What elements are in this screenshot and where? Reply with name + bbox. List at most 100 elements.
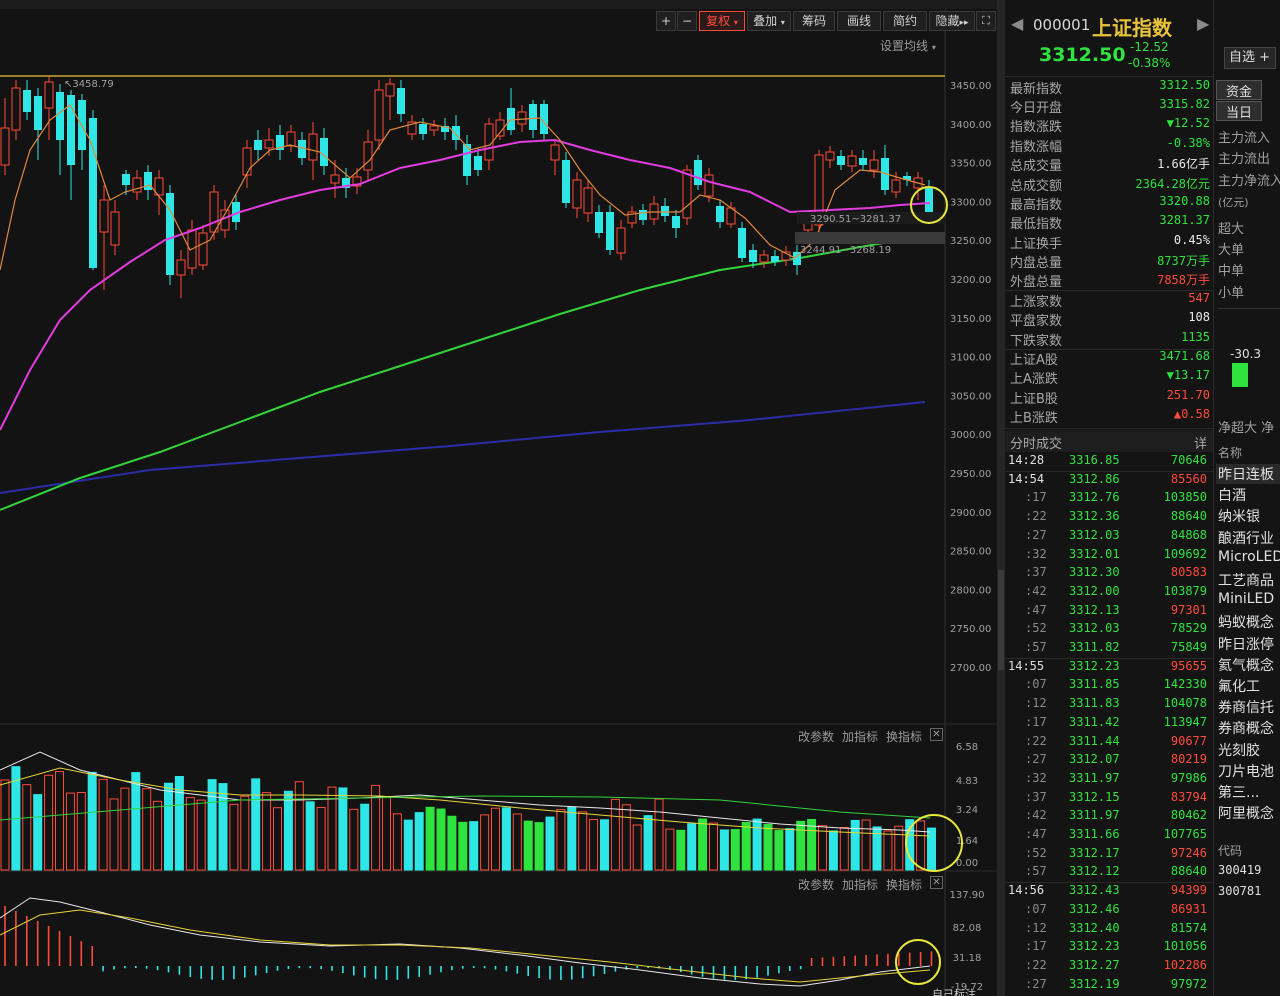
price-tick-label: 3200.00 [950, 275, 991, 286]
ind2-bar [516, 966, 519, 974]
stat-value: 251.70 [1166, 388, 1210, 402]
sector-item[interactable]: 券商信托 [1218, 700, 1274, 717]
watchlist-button[interactable]: 自选 + [1224, 47, 1276, 69]
zoom-out-button[interactable]: − [677, 11, 697, 31]
divider [1005, 290, 1213, 291]
stock-code-1[interactable]: 300419 [1218, 863, 1262, 877]
candle-body [627, 211, 637, 224]
tab-capital[interactable]: 资金 [1216, 80, 1262, 100]
ind1-close-icon[interactable]: ✕ [930, 728, 943, 741]
candle-body [352, 176, 362, 187]
prev-arrow-icon[interactable]: ◀ [1011, 14, 1024, 33]
ind1-bar [556, 809, 566, 871]
tick-row: :12 3311.83 104078 [1005, 696, 1213, 715]
stat-row: 外盘总量 7858万手 [1010, 271, 1210, 290]
tab-today[interactable]: 当日 [1216, 101, 1262, 121]
fullscreen-icon[interactable]: ⛶ [976, 11, 996, 31]
ind2-swap-indicator[interactable]: 换指标 [886, 878, 923, 892]
price-change: -12.52 [1130, 40, 1169, 54]
ind2-bar [919, 952, 922, 966]
tick-volume: 83794 [1170, 789, 1207, 804]
sector-item[interactable]: 酿酒行业 [1218, 530, 1274, 547]
tick-time: :17 [1025, 714, 1047, 729]
next-arrow-icon[interactable]: ▶ [1197, 14, 1210, 33]
fuquan-dropdown[interactable]: 复权 ▾ [699, 11, 745, 31]
ind2-bar [36, 921, 39, 966]
sector-item[interactable]: 昨日涨停 [1218, 636, 1274, 653]
hide-button[interactable]: 隐藏▸▸ [929, 11, 975, 31]
sector-item[interactable]: 阿里概念 [1218, 806, 1274, 823]
overlay-dropdown[interactable]: 叠加 ▾ [747, 11, 791, 31]
stat-value: ▲0.58 [1173, 407, 1210, 421]
splitter-grip[interactable] [998, 570, 1004, 670]
sector-item[interactable]: 蚂蚁概念 [1218, 615, 1274, 632]
tick-time: :47 [1025, 827, 1047, 841]
stat-value: -0.38% [1166, 136, 1210, 150]
tick-row: 14:54 3312.86 85560 [1005, 472, 1213, 491]
stat-row: 上B涨跌 ▲0.58 [1010, 407, 1210, 426]
candle-body [320, 138, 328, 166]
tick-row: :52 3312.17 97246 [1005, 846, 1213, 865]
simple-button[interactable]: 简约 [883, 11, 927, 31]
price-tick-label: 2750.00 [950, 624, 991, 635]
ind2-bar [462, 966, 464, 969]
kline-chart-svg[interactable]: 3450.00 3400.00 3350.00 3300.00 3250.00 3200.… [0, 9, 997, 996]
size-small-label: 小单 [1218, 286, 1245, 301]
sector-item[interactable]: 氦气概念 [1218, 657, 1274, 674]
tick-row: :32 3312.01 109692 [1005, 547, 1213, 566]
ind2-close-icon[interactable]: ✕ [930, 876, 943, 889]
tick-row: :47 3312.13 97301 [1005, 603, 1213, 622]
ind1-add-indicator[interactable]: 加指标 [842, 730, 879, 744]
ind2-bar [712, 966, 715, 979]
ind1-swap-indicator[interactable]: 换指标 [886, 730, 923, 744]
ind2-bar [102, 966, 104, 972]
sector-item[interactable]: 纳米银 [1218, 509, 1260, 526]
ind2-add-indicator[interactable]: 加指标 [842, 878, 879, 892]
ticks-detail-button[interactable]: 详 [1193, 437, 1207, 452]
price-tick-label: 3100.00 [950, 353, 991, 364]
sector-item[interactable]: 光刻胶 [1218, 742, 1260, 759]
sector-item[interactable]: MiniLED [1218, 591, 1275, 608]
zoom-in-button[interactable]: + [656, 11, 676, 31]
sector-item[interactable]: 氟化工 [1218, 679, 1260, 695]
ind1-bar [98, 778, 108, 871]
ind1-tick-label: 4.83 [956, 776, 978, 787]
sector-item[interactable]: 白酒 [1218, 488, 1246, 505]
ind2-bar [810, 958, 813, 966]
ind1-bar [709, 822, 718, 871]
sector-item[interactable]: 昨日连板 [1216, 464, 1280, 484]
panel-splitter[interactable] [997, 0, 1005, 996]
sector-item[interactable]: 工艺商品 [1218, 573, 1274, 589]
ind1-bar [796, 820, 806, 871]
ind1-bar [567, 806, 577, 871]
candle-body [308, 133, 318, 161]
ind2-bar [636, 966, 638, 969]
ind2-bar [135, 966, 137, 969]
ind1-change-param[interactable]: 改参数 [798, 730, 835, 744]
sector-item[interactable]: MicroLED [1218, 548, 1280, 565]
sector-item[interactable]: 券商概念 [1218, 721, 1274, 738]
ind2-bar [26, 916, 28, 966]
ind1-bar [534, 822, 544, 871]
ind2-change-param[interactable]: 改参数 [798, 878, 835, 892]
ind1-bar [164, 782, 173, 871]
sector-item[interactable]: 第三... [1218, 785, 1260, 801]
stat-row: 指数涨幅 -0.38% [1010, 136, 1210, 155]
ind1-bar [545, 816, 555, 871]
tick-row: :17 3311.42 113947 [1005, 715, 1213, 734]
kline-chart-area[interactable]: 3450.00 3400.00 3350.00 3300.00 3250.00 3200.… [0, 9, 997, 996]
chip-button[interactable]: 筹码 [793, 11, 835, 31]
tick-volume: 88640 [1170, 864, 1207, 879]
candle-body [814, 154, 824, 226]
ind1-tick-label: 0.00 [956, 858, 978, 869]
stat-row: 今日开盘 3315.82 [1010, 97, 1210, 116]
ind1-bar [294, 781, 304, 871]
draw-line-button[interactable]: 画线 [837, 11, 881, 31]
stock-code-2[interactable]: 300781 [1218, 884, 1262, 898]
ind1-bar [512, 813, 522, 871]
sector-item[interactable]: 刀片电池 [1218, 763, 1274, 780]
set-ma-button[interactable]: 设置均线 ▾ [880, 37, 936, 54]
watchlist-label: 自选 [1229, 50, 1256, 65]
candle-body [583, 187, 593, 214]
ind1-bar [600, 819, 609, 871]
